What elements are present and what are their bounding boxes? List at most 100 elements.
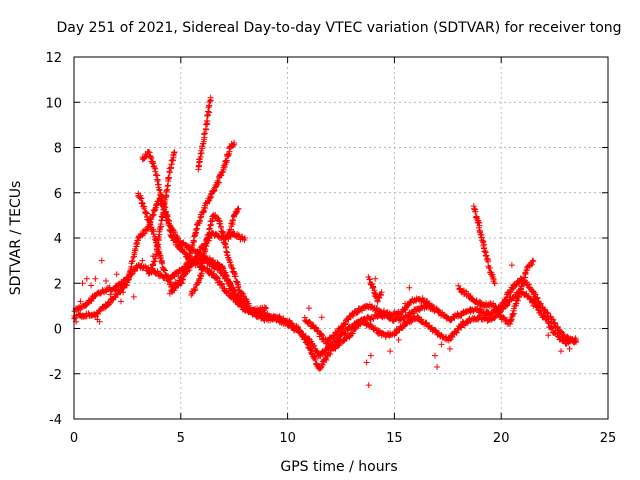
data-point: [164, 183, 171, 190]
data-point: [152, 205, 159, 212]
data-point: [455, 282, 462, 289]
data-point: [516, 289, 523, 296]
data-point: [231, 139, 238, 146]
data-point: [534, 295, 541, 302]
data-point: [519, 280, 526, 287]
data-point: [528, 261, 535, 268]
data-point: [218, 172, 225, 179]
data-point: [346, 333, 353, 340]
data-point: [306, 318, 313, 325]
data-point: [214, 274, 221, 281]
data-point: [203, 126, 210, 133]
data-point: [408, 317, 415, 324]
data-point: [203, 118, 210, 125]
y-axis-label: SDTVAR / TECUs: [8, 181, 24, 296]
data-point: [196, 217, 203, 224]
data-point: [171, 149, 178, 156]
data-point: [218, 281, 225, 288]
data-point: [143, 209, 150, 216]
data-point: [366, 276, 373, 283]
data-points: [71, 94, 579, 389]
data-point: [314, 327, 321, 334]
data-point: [139, 257, 146, 264]
data-point: [109, 296, 116, 303]
x-axis-label: GPS time / hours: [280, 459, 397, 475]
x-tick-label: 25: [600, 431, 617, 446]
y-tick-label: 0: [54, 323, 62, 338]
data-point: [160, 265, 167, 272]
data-point: [171, 287, 178, 294]
data-point: [414, 314, 421, 321]
data-point: [428, 302, 435, 309]
data-point: [151, 164, 158, 171]
data-point: [207, 94, 214, 101]
data-point: [188, 291, 195, 298]
data-point: [387, 348, 394, 355]
data-point: [125, 275, 132, 282]
data-point: [376, 291, 383, 298]
y-tick-label: 10: [45, 96, 62, 111]
data-point: [342, 320, 349, 327]
data-point: [196, 250, 203, 257]
data-point: [406, 284, 413, 291]
data-point: [171, 273, 178, 280]
data-point: [483, 253, 490, 260]
data-point: [235, 205, 242, 212]
data-point: [370, 284, 377, 291]
x-tick-label: 0: [70, 431, 78, 446]
data-point: [305, 305, 312, 312]
data-point: [365, 382, 372, 389]
data-point: [566, 345, 573, 352]
grid-lines: [74, 57, 608, 419]
data-point: [210, 257, 217, 264]
data-point: [456, 285, 463, 292]
data-point: [431, 352, 438, 359]
data-point: [545, 332, 552, 339]
data-point: [475, 219, 482, 226]
y-axis-ticks: -4 -2 0 2 4 6 8 10 12: [45, 51, 608, 428]
data-point: [83, 275, 90, 282]
data-point: [199, 263, 206, 270]
data-point: [225, 153, 232, 160]
data-point: [206, 109, 213, 116]
data-point: [349, 312, 356, 319]
data-point: [92, 275, 99, 282]
data-point: [113, 271, 120, 278]
data-point: [454, 326, 461, 333]
data-point: [184, 255, 191, 262]
data-point: [241, 235, 248, 241]
data-point: [157, 221, 164, 228]
data-point: [464, 319, 471, 326]
data-point: [530, 257, 537, 264]
data-point: [506, 288, 513, 295]
data-point: [551, 319, 558, 326]
data-point: [161, 267, 168, 274]
data-point: [206, 226, 213, 233]
y-tick-label: -2: [49, 368, 62, 383]
data-point: [234, 206, 241, 213]
data-point: [197, 150, 204, 157]
data-point: [200, 208, 207, 215]
data-point: [224, 251, 231, 258]
data-point: [400, 323, 407, 330]
data-point: [96, 318, 103, 325]
data-point: [314, 348, 321, 355]
data-point: [129, 258, 136, 265]
data-point: [537, 300, 544, 307]
data-point: [558, 348, 565, 355]
data-point: [312, 356, 319, 363]
data-point: [322, 356, 329, 363]
data-point: [145, 270, 152, 277]
data-point: [126, 268, 133, 275]
data-point: [370, 315, 377, 322]
data-point: [446, 345, 453, 352]
data-point: [200, 131, 207, 138]
data-point: [224, 273, 231, 280]
data-point: [219, 230, 226, 237]
data-point: [165, 174, 172, 181]
data-point: [141, 205, 148, 212]
data-point: [190, 259, 197, 266]
data-point: [130, 293, 137, 300]
data-point: [395, 336, 402, 343]
data-point: [132, 247, 139, 254]
